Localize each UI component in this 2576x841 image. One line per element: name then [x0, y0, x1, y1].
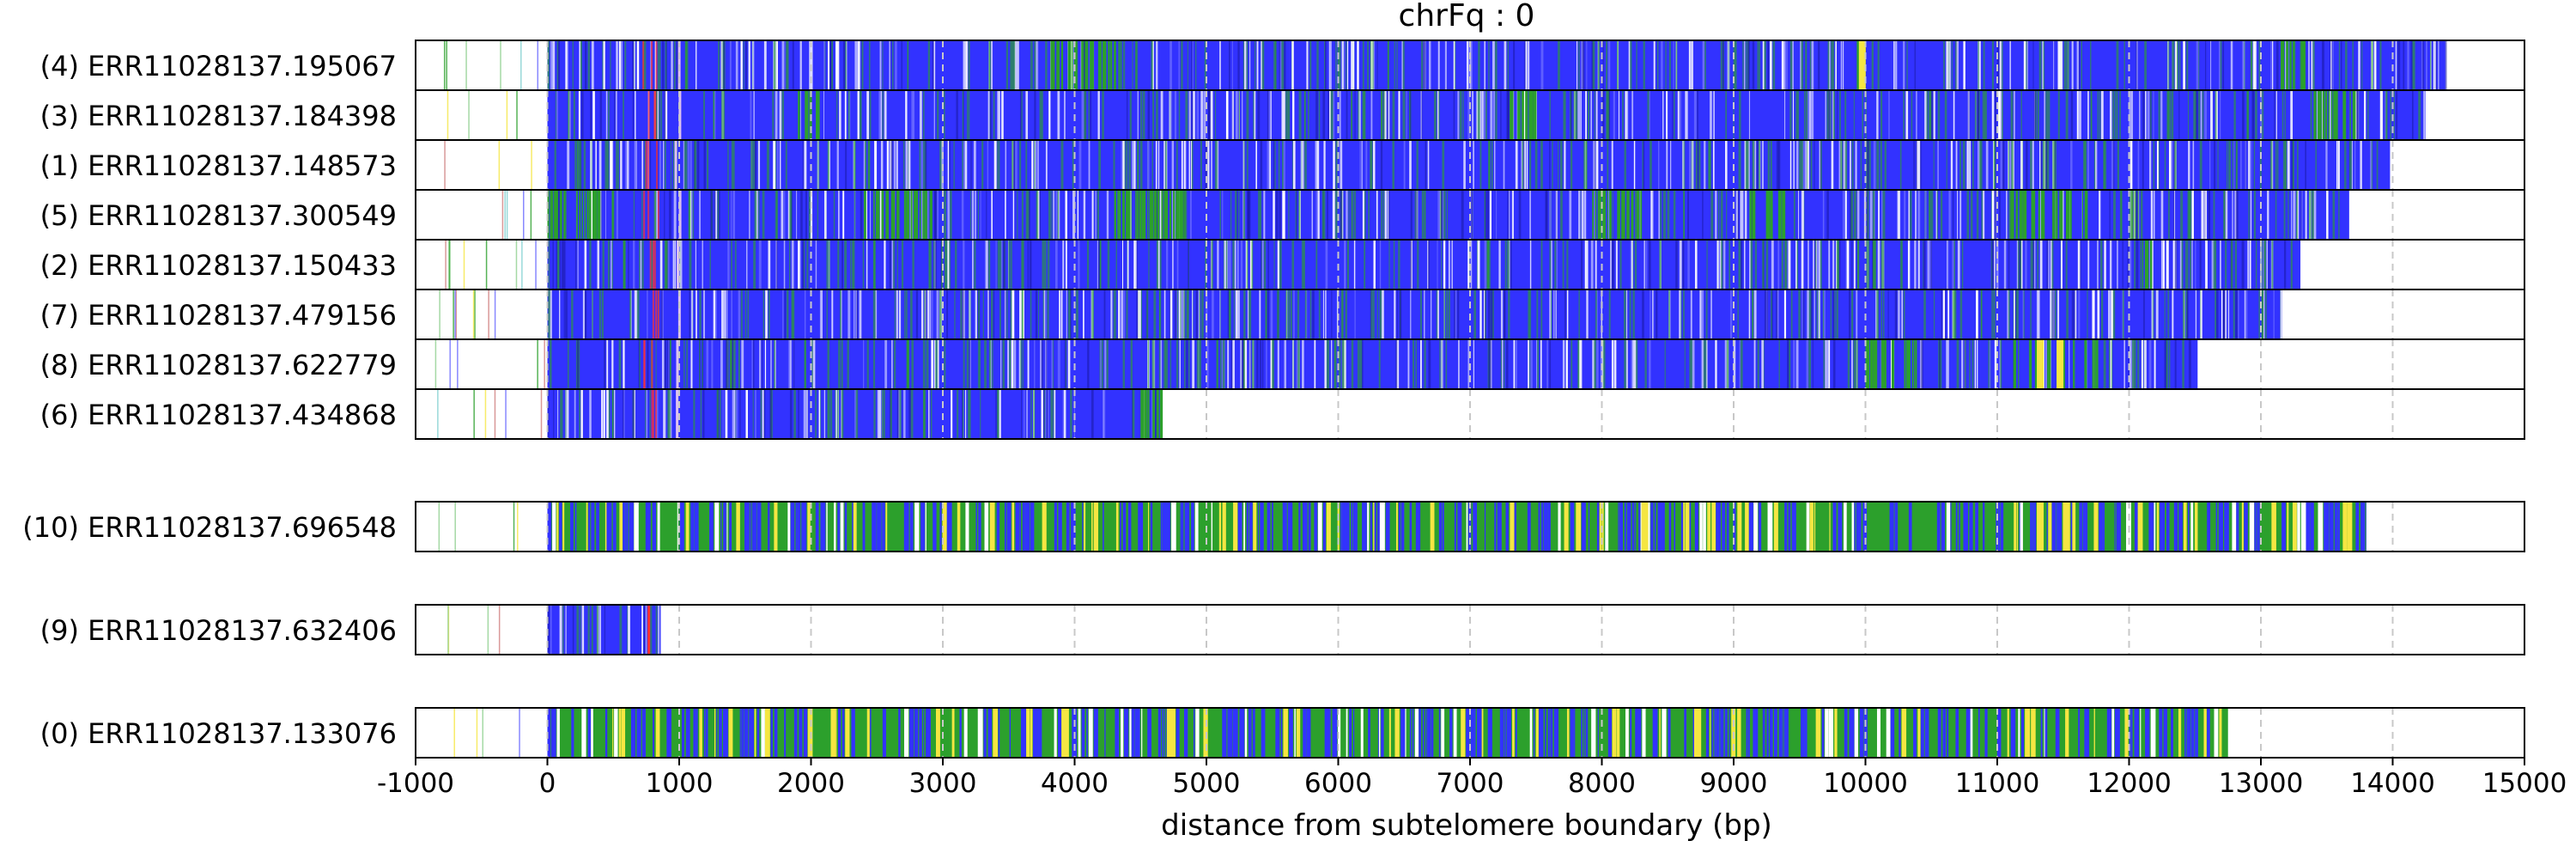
pre-boundary-marks: [501, 190, 532, 240]
read-label: (9) ERR11028137.632406: [40, 614, 397, 647]
x-tick-label: 3000: [909, 768, 977, 799]
read-track: (7) ERR11028137.479156: [40, 289, 2282, 339]
pre-boundary-marks: [447, 605, 501, 655]
x-tick-label: 6000: [1304, 768, 1372, 799]
pre-boundary-marks: [445, 240, 537, 289]
x-tick-label: 12000: [2087, 768, 2172, 799]
read-track: (8) ERR11028137.622779: [40, 339, 2198, 389]
track-borders: [415, 40, 2525, 759]
read-bar: [547, 289, 2282, 339]
x-tick-label: 10000: [1823, 768, 1908, 799]
pre-boundary-marks: [444, 140, 532, 190]
read-track: (6) ERR11028137.434868: [40, 389, 1163, 439]
read-label: (1) ERR11028137.148573: [40, 149, 397, 182]
read-stripes: [555, 90, 2426, 140]
x-tick-label: 11000: [1955, 768, 2040, 799]
pre-boundary-marks: [438, 502, 519, 552]
yellow-mark: [2057, 339, 2064, 389]
read-label: (2) ERR11028137.150433: [40, 249, 397, 282]
read-stripes: [547, 605, 660, 655]
read-bar: [547, 389, 1161, 439]
x-axis-ticks: -1000 0 1000 2000 3000 4000 5000 6000 7000 8000 90…: [377, 758, 2567, 799]
read-track: (0) ERR11028137.133076: [40, 708, 2228, 758]
read-track: (3) ERR11028137.184398: [40, 90, 2426, 140]
pre-boundary-marks: [437, 389, 543, 439]
yellow-mark: [2037, 339, 2044, 389]
track-frame: [415, 604, 2525, 655]
yellow-mark: [1166, 708, 1174, 758]
yellow-mark: [1858, 40, 1866, 90]
x-axis-label: distance from subtelomere boundary (bp): [1161, 808, 1772, 841]
x-tick-label: 15000: [2482, 768, 2567, 799]
read-stripes: [548, 389, 1163, 439]
x-tick-label: 8000: [1568, 768, 1636, 799]
read-stripes: [548, 289, 2282, 339]
yellow-mark: [1641, 502, 1649, 552]
read-stripes: [548, 240, 2293, 289]
pre-boundary-marks: [447, 90, 518, 140]
read-label: (7) ERR11028137.479156: [40, 299, 397, 332]
read-label: (6) ERR11028137.434868: [40, 399, 397, 431]
read-stripes: [547, 708, 2228, 758]
track-frame: [415, 501, 2525, 552]
x-tick-label: 4000: [1041, 768, 1109, 799]
read-label: (0) ERR11028137.133076: [40, 717, 397, 750]
pre-boundary-marks: [443, 40, 539, 90]
read-track: (4) ERR11028137.195067: [40, 40, 2447, 90]
read-bar: [547, 339, 2198, 389]
yellow-mark: [1061, 708, 1069, 758]
yellow-mark: [1693, 708, 1701, 758]
x-tick-label: 2000: [777, 768, 845, 799]
read-label: (4) ERR11028137.195067: [40, 50, 397, 82]
yellow-mark: [2063, 502, 2070, 552]
read-stripes: [547, 190, 2340, 240]
pre-boundary-marks: [453, 708, 520, 758]
read-track: (5) ERR11028137.300549: [40, 190, 2349, 240]
x-tick-label: 5000: [1173, 768, 1241, 799]
read-bar: [547, 190, 2349, 240]
x-tick-label: 9000: [1700, 768, 1768, 799]
x-tick-label: -1000: [377, 768, 454, 799]
track-frame: [415, 388, 2525, 440]
read-track: (10) ERR11028137.696548: [22, 502, 2366, 552]
read-stripes: [547, 502, 2366, 552]
yellow-mark: [2037, 502, 2044, 552]
read-track: (2) ERR11028137.150433: [40, 240, 2301, 289]
chart-title: chrFq : 0: [1399, 0, 1535, 34]
x-tick-label: 0: [539, 768, 556, 799]
read-track: (9) ERR11028137.632406: [40, 605, 661, 655]
pre-boundary-marks: [434, 339, 545, 389]
read-label: (5) ERR11028137.300549: [40, 199, 397, 232]
read-bar: [547, 240, 2301, 289]
read-label: (10) ERR11028137.696548: [22, 511, 397, 544]
x-tick-label: 13000: [2219, 768, 2304, 799]
read-stripes: [549, 339, 2191, 389]
grid-lines: [546, 40, 2394, 758]
read-track: (1) ERR11028137.148573: [40, 140, 2391, 190]
x-tick-label: 1000: [646, 768, 714, 799]
read-label: (8) ERR11028137.622779: [40, 349, 397, 381]
pre-boundary-marks: [439, 289, 496, 339]
read-label: (3) ERR11028137.184398: [40, 100, 397, 132]
x-tick-label: 7000: [1437, 768, 1504, 799]
read-stripes: [554, 140, 2379, 190]
x-tick-label: 14000: [2350, 768, 2435, 799]
read-stripes: [547, 40, 2447, 90]
read-tracks: (4) ERR11028137.195067 (3) ERR11028137.18…: [22, 40, 2447, 758]
